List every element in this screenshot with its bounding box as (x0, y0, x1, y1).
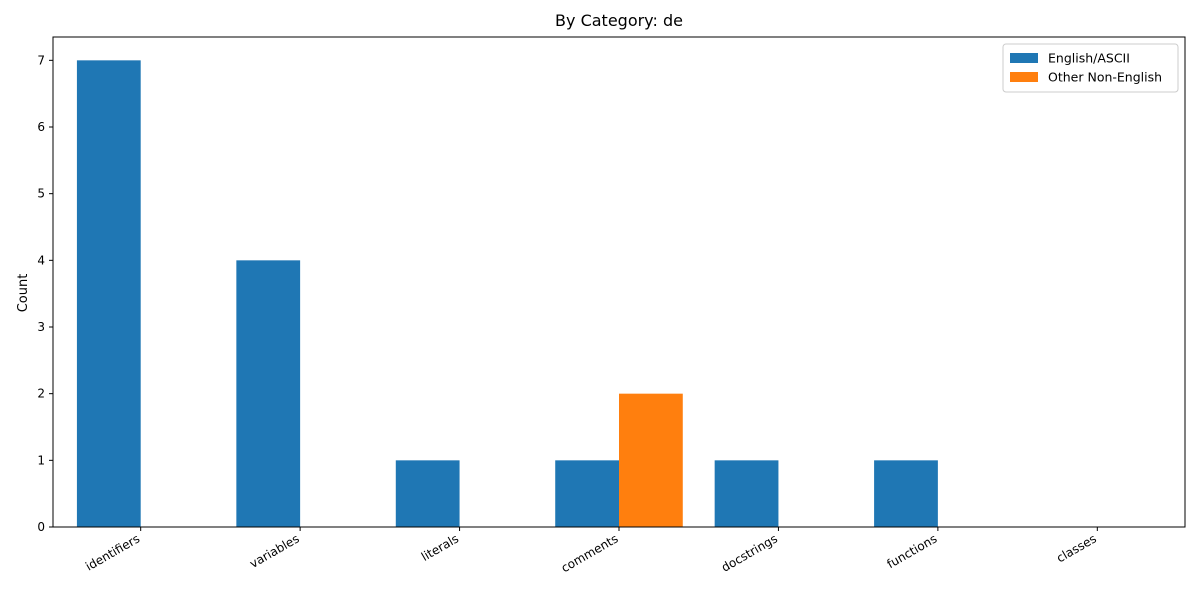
y-tick-label: 6 (37, 120, 45, 134)
y-tick-label: 5 (37, 187, 45, 201)
y-tick-label: 4 (37, 253, 45, 267)
x-tick-label-functions: functions (884, 531, 939, 571)
legend-label-english-ascii: English/ASCII (1048, 51, 1130, 66)
legend-swatch-english-ascii (1010, 53, 1038, 63)
y-tick-label: 2 (37, 387, 45, 401)
y-tick-label: 1 (37, 453, 45, 467)
x-tick-label-identifiers: identifiers (83, 531, 142, 573)
x-tick-label-variables: variables (247, 531, 301, 570)
legend-box (1002, 43, 1179, 93)
x-tick-label-comments: comments (559, 531, 621, 575)
bars (76, 60, 938, 527)
bar-english-ascii-docstrings (714, 460, 779, 527)
legend: English/ASCII Other Non-English (1002, 43, 1179, 93)
y-tick-label: 3 (37, 320, 45, 334)
bar-other-non-english-comments (619, 393, 683, 527)
y-tick-label: 0 (37, 520, 45, 534)
bar-english-ascii-literals (395, 460, 460, 527)
x-tick-label-classes: classes (1054, 531, 1099, 565)
plot-frame (52, 36, 1186, 528)
y-axis-label: Count (16, 274, 31, 313)
bar-english-ascii-variables (236, 260, 301, 527)
y-tick-label: 7 (37, 53, 45, 67)
bar-english-ascii-identifiers (76, 60, 141, 527)
legend-label-other-non-english: Other Non-English (1048, 70, 1162, 85)
bar-english-ascii-comments (555, 460, 619, 527)
legend-swatch-other-non-english (1010, 72, 1038, 82)
chart-title: By Category: de (555, 11, 683, 30)
x-tick-label-docstrings: docstrings (719, 531, 780, 574)
bar-english-ascii-functions (874, 460, 938, 527)
x-tick-label-literals: literals (419, 531, 461, 563)
